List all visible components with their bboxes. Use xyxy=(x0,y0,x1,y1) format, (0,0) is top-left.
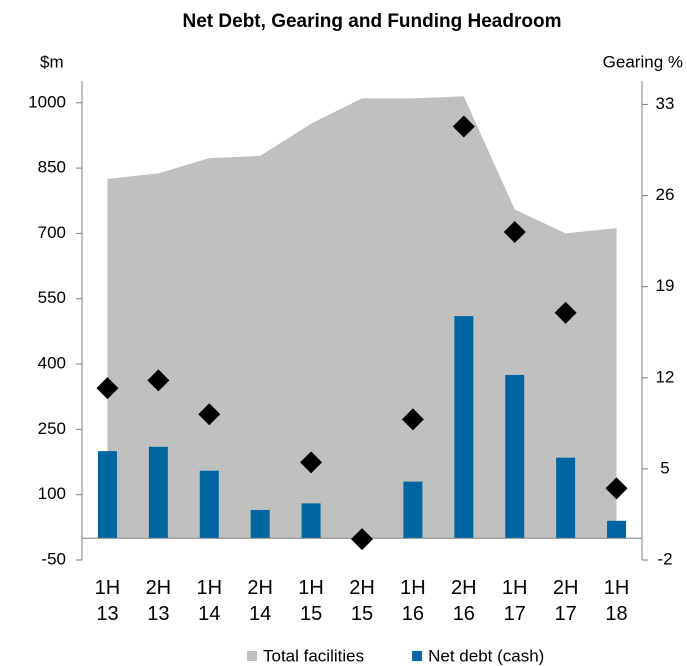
bar xyxy=(607,520,627,539)
x-tick-label: 2H 13 xyxy=(145,577,172,625)
bar xyxy=(97,451,117,539)
chart-title: Net Debt, Gearing and Funding Headroom xyxy=(183,11,562,32)
y-tick-label: 1000 xyxy=(28,92,66,111)
legend-label: Net debt (cash) xyxy=(428,646,544,665)
y-tick-label: 700 xyxy=(38,223,66,242)
x-tick-label: 1H 13 xyxy=(94,577,121,625)
y2-tick-label: -2 xyxy=(657,549,672,568)
y2-tick-label: 5 xyxy=(660,458,669,477)
bar xyxy=(403,481,423,539)
legend-swatch xyxy=(412,651,423,661)
marker xyxy=(147,369,170,392)
x-tick-label: 1H 17 xyxy=(501,577,528,625)
bar xyxy=(454,316,474,539)
bar xyxy=(199,470,219,539)
marker xyxy=(96,377,119,400)
y-tick-label: 850 xyxy=(38,158,66,177)
bar xyxy=(505,374,525,539)
y-tick-label: 550 xyxy=(38,288,66,307)
y-tick-label: 100 xyxy=(38,484,66,503)
legend-label: Total facilities xyxy=(263,646,364,665)
y2-tick-label: 33 xyxy=(656,94,675,113)
y2-tick-label: 12 xyxy=(656,367,675,386)
x-tick-label: 1H 18 xyxy=(603,577,630,625)
x-tick-label: 1H 16 xyxy=(400,577,426,625)
y-tick-label: -50 xyxy=(41,549,66,568)
marker xyxy=(351,528,373,551)
x-tick-label: 1H 14 xyxy=(196,577,223,625)
y2-tick-label: 19 xyxy=(656,276,675,295)
marker xyxy=(605,477,628,500)
y-axis-label: $m xyxy=(40,52,64,71)
x-tick-label: 2H 16 xyxy=(451,577,477,625)
x-tick-label: 2H 17 xyxy=(552,577,579,625)
marker xyxy=(503,220,526,243)
y2-axis-label: Gearing % xyxy=(603,52,683,71)
bar xyxy=(301,503,321,539)
marker xyxy=(452,115,475,138)
y2-tick-label: 26 xyxy=(656,185,675,204)
y-tick-label: 400 xyxy=(38,354,66,373)
x-tick-label: 2H 14 xyxy=(247,577,273,625)
marker xyxy=(554,301,577,324)
area xyxy=(107,96,617,539)
marker xyxy=(401,408,424,431)
marker xyxy=(198,403,221,426)
bar xyxy=(148,446,168,539)
x-tick-label: 2H 15 xyxy=(349,577,375,625)
bar xyxy=(250,509,270,539)
bar xyxy=(556,457,576,539)
legend-swatch xyxy=(247,651,257,661)
x-tick-label: 1H 15 xyxy=(298,577,324,625)
marker xyxy=(300,451,323,474)
y-tick-label: 250 xyxy=(38,419,66,438)
